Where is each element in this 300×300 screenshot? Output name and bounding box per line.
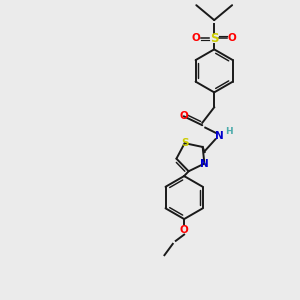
Text: O: O — [228, 33, 236, 43]
Text: S: S — [210, 32, 218, 44]
Text: O: O — [179, 111, 188, 121]
Text: N: N — [215, 131, 224, 141]
Text: H: H — [225, 127, 233, 136]
Text: O: O — [192, 33, 201, 43]
Text: O: O — [180, 224, 188, 235]
Text: S: S — [181, 138, 188, 148]
Text: N: N — [200, 159, 209, 169]
